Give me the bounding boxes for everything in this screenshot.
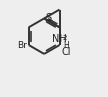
Text: H: H <box>64 41 69 50</box>
Text: 2: 2 <box>63 35 67 41</box>
Text: S: S <box>46 13 52 23</box>
Text: Br: Br <box>17 41 27 50</box>
Text: Cl: Cl <box>62 47 71 57</box>
Text: NH: NH <box>52 34 66 44</box>
